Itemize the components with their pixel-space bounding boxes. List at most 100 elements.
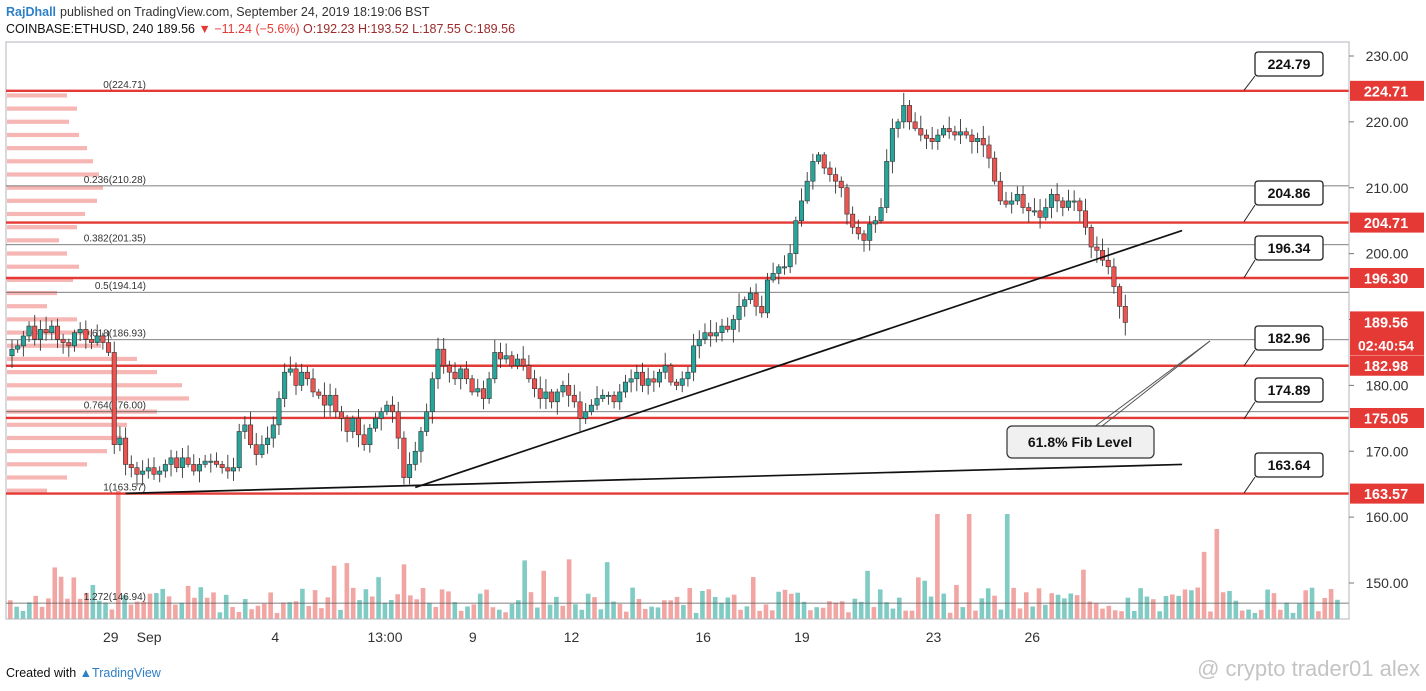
time-tick-label: 26 <box>1024 629 1040 645</box>
candle-body <box>509 355 515 366</box>
volume-bar <box>846 612 851 619</box>
candle-body <box>1105 259 1111 268</box>
candle-body <box>827 167 833 175</box>
candle-body <box>628 378 634 383</box>
volume-profile-bar <box>7 396 189 401</box>
volume-bar <box>496 609 502 619</box>
candle-body <box>299 371 305 386</box>
candle-body <box>265 437 271 445</box>
volume-bar <box>598 609 604 619</box>
volume-bar <box>325 597 331 619</box>
candle-body <box>560 385 566 393</box>
volume-bar <box>839 601 845 619</box>
volume-bar <box>744 606 750 619</box>
volume-bar <box>1163 595 1169 619</box>
candle-body <box>872 220 878 225</box>
volume-bar <box>916 577 921 619</box>
candle-body <box>304 371 310 380</box>
candle-body <box>543 391 549 399</box>
callout-pointer <box>1243 401 1256 420</box>
candle-body <box>338 411 344 419</box>
volume-bar <box>1189 590 1194 619</box>
author-link[interactable]: RajDhall <box>6 5 57 19</box>
candle-body <box>668 365 674 383</box>
volume-bar <box>46 598 51 619</box>
candle-body <box>793 220 799 254</box>
volume-bar <box>611 601 616 619</box>
volume-profile-bar <box>7 172 99 177</box>
volume-bar <box>268 592 273 619</box>
candle-body <box>838 180 844 189</box>
volume-profile-bar <box>7 449 107 454</box>
candle-body <box>480 388 486 399</box>
candle-body <box>9 348 15 357</box>
volume-profile-bar <box>7 290 57 296</box>
candle-body <box>958 131 964 136</box>
candle-body <box>515 358 521 366</box>
candle-body <box>43 329 49 333</box>
volume-profile-bar <box>7 211 85 217</box>
volume-bar <box>770 610 775 619</box>
volume-bar <box>255 605 261 619</box>
candle-body <box>963 131 969 136</box>
volume-bar <box>592 597 597 619</box>
annotation-label: 61.8% Fib Level <box>1028 434 1132 450</box>
volume-bar <box>84 592 89 619</box>
candle-body <box>54 325 60 340</box>
time-tick-label: 16 <box>695 629 711 645</box>
candle-body <box>390 404 396 413</box>
volume-bar <box>554 596 559 619</box>
price-callout-label: 174.89 <box>1268 382 1311 398</box>
price-tick-label: 170.00 <box>1366 443 1409 459</box>
time-tick-label: 29 <box>103 629 119 645</box>
candle-body <box>66 342 72 347</box>
candle-body <box>1111 266 1117 287</box>
price-tick-label: 230.00 <box>1366 48 1409 64</box>
tradingview-brand[interactable]: TradingView <box>92 666 161 680</box>
callout-pointer <box>1243 259 1256 278</box>
candle-body <box>367 427 373 445</box>
volume-bar <box>1265 589 1270 619</box>
candle-body <box>799 200 805 221</box>
volume-bar <box>338 609 343 619</box>
volume-bar <box>909 610 915 619</box>
volume-bar <box>897 597 902 619</box>
candle-body <box>469 378 475 393</box>
volume-bar <box>376 577 381 619</box>
volume-bar <box>471 604 477 619</box>
volume-bar <box>465 606 470 619</box>
volume-bar <box>693 612 699 619</box>
candle-body <box>441 348 447 366</box>
volume-bar <box>662 600 667 619</box>
volume-profile-bar <box>7 264 79 269</box>
candle-body <box>611 394 617 403</box>
current-price-tag <box>1350 311 1424 356</box>
fib-level-label: 1.272(146.94) <box>84 592 146 603</box>
candle-body <box>1043 207 1049 218</box>
volume-bar <box>1290 612 1296 619</box>
fib-level-label: 0.382(201.35) <box>84 234 146 245</box>
candle-body <box>923 134 929 139</box>
candle-body <box>725 325 731 330</box>
volume-bar <box>1131 610 1137 619</box>
volume-bar <box>922 580 927 619</box>
volume-bar <box>763 604 769 619</box>
volume-bar <box>363 589 369 619</box>
volume-bar <box>579 609 585 619</box>
candle-body <box>1122 306 1128 323</box>
volume-bar <box>274 612 280 619</box>
candle-body <box>401 437 407 478</box>
volume-bar <box>782 589 788 619</box>
fib-level-label: 0.5(194.14) <box>95 281 146 292</box>
candle-body <box>503 355 509 360</box>
volume-bar <box>649 606 654 619</box>
volume-bar <box>1233 600 1239 619</box>
level-price-label: 163.57 <box>1364 487 1408 503</box>
candle-body <box>833 174 839 182</box>
price-change: ▼ −11.24 (−5.6%) <box>198 22 300 36</box>
candle-body <box>594 398 600 406</box>
volume-bar <box>1271 593 1277 619</box>
volume-bar <box>535 607 540 619</box>
volume-bar <box>90 584 96 619</box>
